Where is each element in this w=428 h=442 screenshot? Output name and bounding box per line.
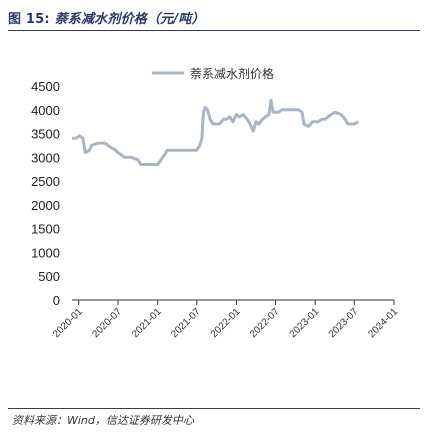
x-tick-label: 2024-01	[366, 306, 400, 340]
source-rule	[8, 408, 420, 409]
y-tick-label: 0	[53, 293, 60, 308]
title-rule	[8, 30, 420, 31]
x-tick-label: 2022-01	[209, 306, 243, 340]
y-tick-label: 4500	[31, 79, 60, 94]
y-tick-label: 4000	[31, 103, 60, 118]
line-chart: 0 500 1000 1500 2000 2500 3000 3500 4000 4500 202…	[31, 66, 400, 340]
series-line	[72, 98, 360, 166]
legend: 萘系减水剂价格	[152, 66, 274, 81]
x-tick-label: 2023-01	[288, 306, 322, 340]
figure-name: 萘系减水剂价格（元/吨）	[54, 12, 205, 27]
x-tick-label: 2022-07	[248, 306, 282, 340]
figure-title: 图 15: 萘系减水剂价格（元/吨）	[8, 8, 205, 27]
y-tick-label: 1000	[31, 245, 60, 260]
x-axis-ticks: 2020-01 2020-07 2021-01 2021-07 2022-01 2022-…	[51, 300, 400, 340]
y-axis-ticks: 0 500 1000 1500 2000 2500 3000 3500 4000 4500	[31, 79, 60, 308]
x-tick-label: 2021-07	[169, 306, 203, 340]
x-tick-label: 2021-01	[130, 306, 164, 340]
y-tick-label: 3500	[31, 127, 60, 142]
legend-label: 萘系减水剂价格	[190, 66, 274, 81]
y-tick-label: 500	[38, 269, 60, 284]
x-tick-label: 2020-07	[90, 306, 124, 340]
source-note: 资料来源：Wind，信达证券研发中心	[12, 414, 194, 427]
y-tick-label: 2000	[31, 198, 60, 213]
x-tick-label: 2020-01	[51, 306, 85, 340]
figure-label: 图 15:	[8, 12, 50, 27]
x-tick-label: 2023-07	[327, 306, 361, 340]
plot-series	[72, 98, 360, 166]
y-tick-label: 3000	[31, 150, 60, 165]
y-tick-label: 1500	[31, 222, 60, 237]
y-tick-label: 2500	[31, 174, 60, 189]
